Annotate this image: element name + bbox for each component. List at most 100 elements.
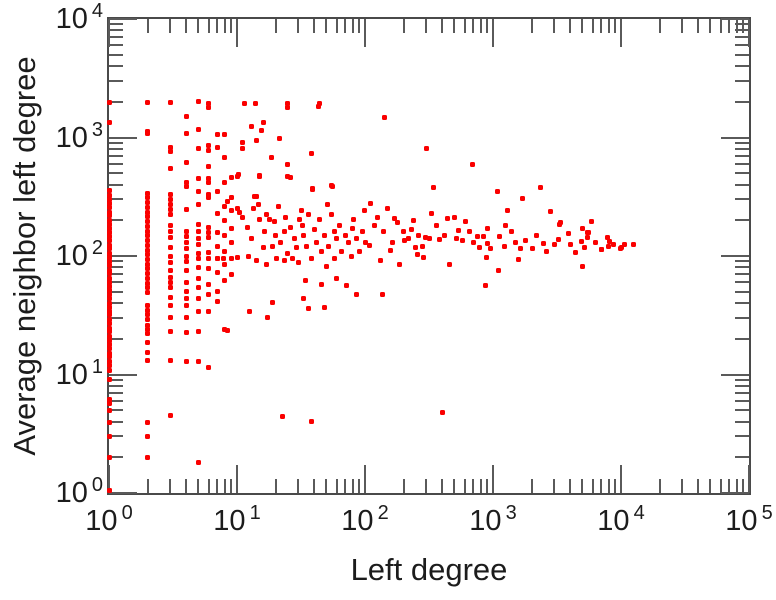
minor-tick-mark xyxy=(109,260,123,263)
data-point xyxy=(145,247,151,253)
data-point xyxy=(254,194,260,200)
data-point xyxy=(269,300,275,306)
x-axis-label: Left degree xyxy=(350,552,508,587)
data-point xyxy=(145,219,151,225)
minor-tick-mark xyxy=(553,479,556,493)
data-point xyxy=(332,255,338,261)
data-point xyxy=(540,241,546,247)
minor-tick-mark xyxy=(569,479,572,493)
data-point xyxy=(581,244,587,250)
data-point xyxy=(167,202,173,208)
data-point xyxy=(538,185,544,191)
data-point xyxy=(167,285,173,291)
minor-tick-mark xyxy=(735,479,738,493)
minor-tick-mark xyxy=(335,479,338,493)
data-point xyxy=(167,357,173,363)
data-point xyxy=(206,365,212,371)
data-point xyxy=(348,253,354,259)
data-point xyxy=(167,144,173,150)
data-point xyxy=(106,209,112,215)
data-point xyxy=(475,234,481,240)
data-point xyxy=(167,294,173,300)
minor-tick-mark xyxy=(325,19,328,33)
x-tick-label: 10 2 xyxy=(341,502,389,537)
data-point xyxy=(183,253,189,259)
data-point xyxy=(332,229,338,235)
data-point xyxy=(145,280,151,286)
minor-tick-mark xyxy=(735,183,749,186)
data-point xyxy=(282,229,288,235)
data-point xyxy=(145,339,151,345)
data-point xyxy=(605,243,611,249)
major-tick-mark xyxy=(236,19,238,47)
data-point xyxy=(279,414,285,420)
minor-tick-mark xyxy=(735,162,749,165)
data-point xyxy=(228,255,234,261)
data-point xyxy=(183,179,189,185)
data-point xyxy=(167,268,173,274)
data-point xyxy=(374,215,380,221)
minor-tick-mark xyxy=(297,479,300,493)
data-point xyxy=(497,234,503,240)
data-point xyxy=(495,189,501,195)
data-point xyxy=(392,215,398,221)
data-point xyxy=(247,309,253,315)
x-tick-label: 10 5 xyxy=(725,502,773,537)
data-point xyxy=(145,322,151,328)
major-tick-mark xyxy=(492,19,494,47)
minor-tick-mark xyxy=(614,479,617,493)
data-point xyxy=(195,99,201,105)
data-point xyxy=(481,234,487,240)
data-point xyxy=(106,407,112,413)
data-point xyxy=(255,202,261,208)
data-point xyxy=(106,217,112,223)
minor-tick-mark xyxy=(735,384,749,387)
minor-tick-mark xyxy=(735,100,749,103)
data-point xyxy=(167,165,173,171)
data-point xyxy=(228,239,234,245)
minor-tick-mark xyxy=(719,479,722,493)
data-point xyxy=(516,257,522,263)
data-point xyxy=(106,362,112,368)
data-point xyxy=(262,229,268,235)
data-point xyxy=(195,250,201,256)
data-point xyxy=(578,239,584,245)
minor-tick-mark xyxy=(109,53,123,56)
minor-tick-mark xyxy=(486,479,489,493)
data-point xyxy=(381,229,387,235)
data-point xyxy=(106,312,112,318)
data-point xyxy=(183,259,189,265)
minor-tick-mark xyxy=(441,479,444,493)
minor-tick-mark xyxy=(223,479,226,493)
data-point xyxy=(145,261,151,267)
minor-tick-mark xyxy=(735,19,738,33)
major-tick-mark xyxy=(721,255,749,257)
data-point xyxy=(630,242,636,248)
data-point xyxy=(463,218,469,224)
data-point xyxy=(145,275,151,281)
data-point xyxy=(316,100,322,106)
data-point xyxy=(339,248,345,254)
data-point xyxy=(195,309,201,315)
data-point xyxy=(287,224,293,230)
data-point xyxy=(145,433,151,439)
data-point xyxy=(390,239,396,245)
data-point xyxy=(145,214,151,220)
data-point xyxy=(145,190,151,196)
data-point xyxy=(195,189,201,195)
minor-tick-mark xyxy=(402,19,405,33)
data-point xyxy=(106,119,112,125)
major-tick-mark xyxy=(620,465,622,493)
data-point xyxy=(239,215,245,221)
data-point xyxy=(183,130,189,136)
major-tick-mark xyxy=(620,19,622,47)
minor-tick-mark xyxy=(207,479,210,493)
data-point xyxy=(167,279,173,285)
data-point xyxy=(145,331,151,337)
minor-tick-mark xyxy=(735,260,749,263)
minor-tick-mark xyxy=(358,19,361,33)
data-point xyxy=(206,292,212,298)
data-point xyxy=(106,433,112,439)
data-point xyxy=(145,326,151,332)
data-point xyxy=(395,220,401,226)
